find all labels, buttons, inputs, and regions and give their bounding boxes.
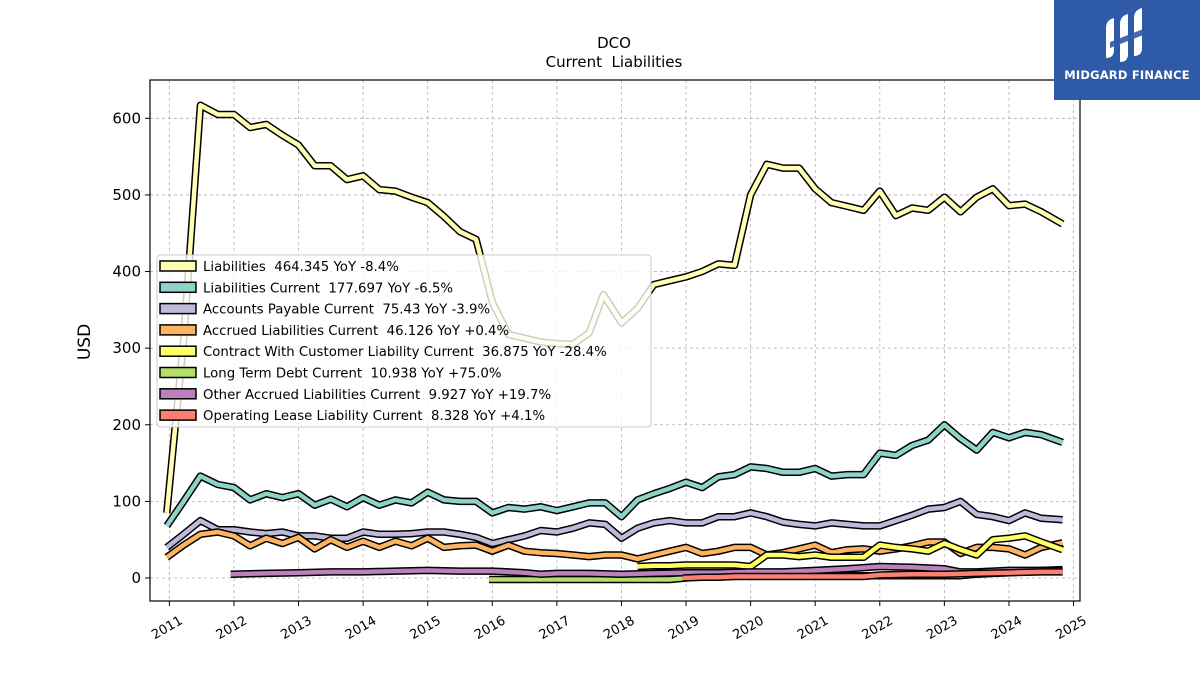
legend-label: Liabilities Current 177.697 YoY -6.5% bbox=[203, 281, 453, 296]
legend-swatch bbox=[159, 260, 197, 272]
plot-frame bbox=[149, 79, 1081, 602]
y-axis-label: USD bbox=[75, 324, 95, 360]
legend-swatch bbox=[159, 388, 197, 400]
legend-label: Liabilities 464.345 YoY -8.4% bbox=[203, 260, 399, 275]
x-tick-label: 2025 bbox=[1053, 613, 1089, 643]
x-tick-label: 2011 bbox=[149, 613, 185, 643]
y-tick-label: 600 bbox=[112, 109, 141, 127]
brand-logo: MIDGARD FINANCE bbox=[1054, 0, 1200, 100]
legend-label: Operating Lease Liability Current 8.328 … bbox=[203, 409, 545, 424]
legend-swatch bbox=[159, 324, 197, 336]
x-tick-label: 2016 bbox=[472, 613, 508, 643]
x-tick-label: 2018 bbox=[601, 613, 637, 643]
series-line bbox=[165, 499, 1063, 550]
chart-title: DCO bbox=[597, 34, 631, 52]
x-tick-label: 2024 bbox=[989, 613, 1025, 643]
legend-label: Accounts Payable Current 75.43 YoY -3.9% bbox=[203, 303, 490, 318]
brand-name: MIDGARD FINANCE bbox=[1064, 68, 1190, 82]
y-tick-label: 200 bbox=[112, 416, 141, 434]
x-tick-label: 2013 bbox=[278, 613, 314, 643]
x-tick-label: 2023 bbox=[924, 613, 960, 643]
y-tick-label: 0 bbox=[131, 569, 141, 587]
brand-mark-icon bbox=[1106, 8, 1146, 62]
y-tick-label: 500 bbox=[112, 186, 141, 204]
legend-swatch bbox=[159, 345, 197, 357]
y-tick-label: 100 bbox=[112, 492, 141, 510]
x-tick-label: 2012 bbox=[214, 613, 250, 643]
legend-swatch bbox=[159, 366, 197, 379]
x-tick-label: 2022 bbox=[860, 613, 896, 643]
x-tick-label: 2015 bbox=[408, 613, 444, 643]
legend-label: Long Term Debt Current 10.938 YoY +75.0% bbox=[203, 367, 502, 382]
series-line bbox=[637, 533, 1064, 569]
series-line bbox=[164, 422, 1064, 528]
series-line bbox=[682, 569, 1063, 581]
chart-subtitle: Current Liabilities bbox=[546, 53, 683, 71]
x-tick-label: 2014 bbox=[343, 613, 379, 643]
legend-box bbox=[156, 254, 652, 428]
legend-label: Accrued Liabilities Current 46.126 YoY +… bbox=[203, 324, 509, 339]
x-tick-label: 2020 bbox=[730, 613, 766, 643]
legend-swatch bbox=[159, 302, 197, 315]
y-tick-label: 400 bbox=[112, 263, 141, 281]
y-tick-label: 300 bbox=[112, 339, 141, 357]
legend-label: Other Accrued Liabilities Current 9.927 … bbox=[203, 388, 551, 403]
x-tick-label: 2019 bbox=[666, 613, 702, 643]
legend-label: Contract With Customer Liability Current… bbox=[203, 345, 607, 360]
x-tick-label: 2017 bbox=[537, 613, 573, 643]
series-line bbox=[230, 564, 1063, 577]
x-tick-label: 2021 bbox=[795, 613, 831, 643]
legend-swatch bbox=[159, 281, 197, 294]
legend-swatch bbox=[159, 409, 197, 421]
